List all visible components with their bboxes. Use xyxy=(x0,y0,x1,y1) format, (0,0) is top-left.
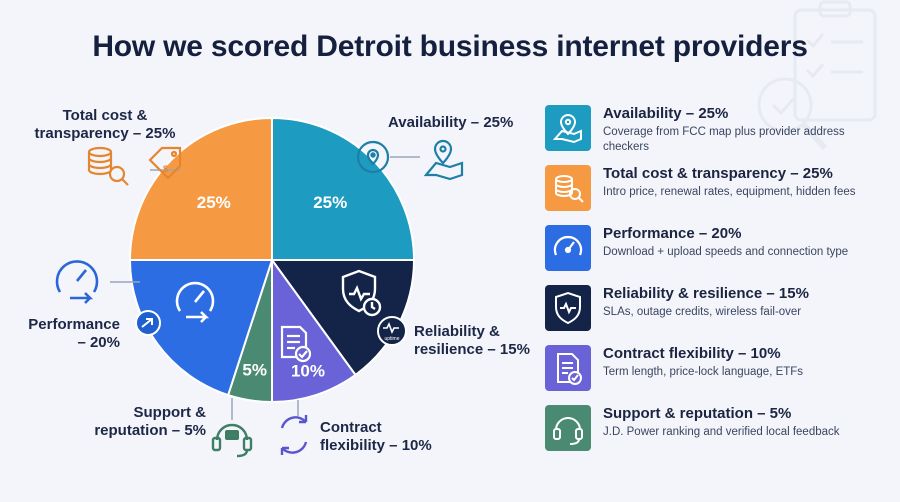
callout-contract: Contract flexibility – 10% xyxy=(320,419,432,454)
contract-document-check-icon xyxy=(280,325,312,363)
legend-item-support: Support & reputation – 5% J.D. Power ran… xyxy=(545,400,885,460)
legend: Availability – 25% Coverage from FCC map… xyxy=(545,100,885,460)
performance-badge-icon xyxy=(135,310,161,336)
total-cost-callout-price-tag-icon: $ xyxy=(148,146,182,180)
availability-callout-pin-icon xyxy=(356,140,390,174)
slice-label-availability: 25% xyxy=(313,193,347,212)
coins-magnifier-icon xyxy=(545,165,591,211)
callout-availability: Availability – 25% xyxy=(388,114,514,131)
callout-performance: Performance – 20% xyxy=(28,316,120,351)
contract-callout-arrows-icon xyxy=(280,415,308,455)
slice-label-support-reputation: 5% xyxy=(242,360,267,379)
performance-callout-speedometer-icon xyxy=(55,260,99,304)
support-callout-headset-icon xyxy=(211,423,253,458)
slice-label-total-cost-transparency: 25% xyxy=(197,193,231,212)
document-check-icon xyxy=(545,345,591,391)
callout-total-cost: Total cost & transparency – 25% xyxy=(34,107,176,142)
pie-slice-performance xyxy=(128,259,274,397)
availability-callout-map-icon xyxy=(423,139,464,181)
map-pin-icon xyxy=(545,105,591,151)
pie-slice-contract-flexibility xyxy=(271,256,357,404)
page-title: How we scored Detroit business internet … xyxy=(92,30,808,63)
headset-icon xyxy=(545,405,591,451)
shield-pulse-icon xyxy=(545,285,591,331)
callout-support: Support & reputation – 5% xyxy=(94,404,206,439)
decorative-clipboard-icon xyxy=(757,0,877,151)
total-cost-callout-coins-icon xyxy=(87,146,129,186)
legend-item-availability: Availability – 25% Coverage from FCC map… xyxy=(545,100,885,160)
pie-slice-availability xyxy=(271,116,416,261)
reliability-shield-icon xyxy=(341,269,382,317)
legend-item-reliability: Reliability & resilience – 15% SLAs, out… xyxy=(545,280,885,340)
uptime-badge-text: uptime xyxy=(384,336,399,342)
uptime-badge-icon: uptime xyxy=(377,316,407,346)
legend-item-contract: Contract flexibility – 10% Term length, … xyxy=(545,340,885,400)
pie-slice-total-cost-transparency xyxy=(128,116,273,261)
svg-text:$: $ xyxy=(163,164,168,174)
legend-item-performance: Performance – 20% Download + upload spee… xyxy=(545,220,885,280)
callout-reliability: Reliability & resilience – 15% xyxy=(414,323,530,358)
speedometer-icon xyxy=(545,225,591,271)
slice-label-contract-flexibility: 10% xyxy=(291,362,325,381)
legend-item-total-cost: Total cost & transparency – 25% Intro pr… xyxy=(545,160,885,220)
performance-speedometer-icon xyxy=(175,281,215,323)
